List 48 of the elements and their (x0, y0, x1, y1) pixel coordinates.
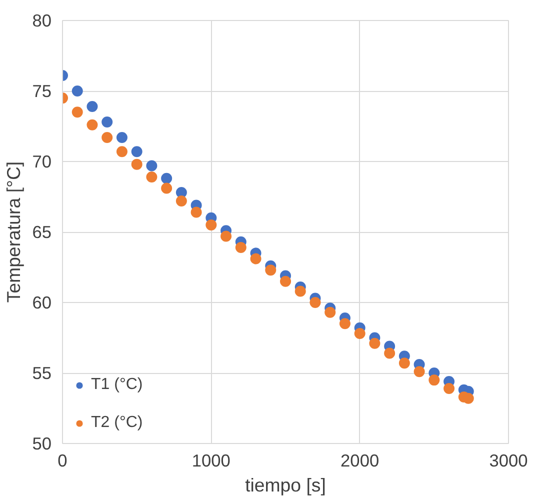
point (294, 286, 306, 297)
point (72, 86, 83, 96)
point (131, 158, 142, 170)
point (131, 146, 142, 158)
point (398, 358, 410, 369)
point (176, 195, 187, 206)
y-tick-label: 65 (32, 222, 52, 242)
point (206, 219, 217, 230)
x-tick-label: 3000 (489, 450, 528, 470)
y-tick-label: 55 (32, 363, 52, 383)
point (102, 132, 113, 144)
x-tick-label: 1000 (192, 450, 230, 470)
point (384, 348, 396, 359)
point (146, 160, 158, 172)
point (161, 182, 172, 194)
point (265, 264, 276, 276)
point (369, 338, 380, 349)
point (72, 106, 83, 118)
point (235, 242, 246, 253)
y-tick-label: 80 (32, 10, 52, 30)
point (146, 172, 158, 182)
y-axis-title: Temperatura [°C] (3, 161, 24, 303)
x-tick-label: 0 (58, 450, 68, 470)
point (414, 366, 425, 378)
legend-label: T1 (°C) (91, 376, 143, 394)
point (324, 306, 336, 318)
point (444, 383, 455, 394)
y-tick-label: 60 (32, 292, 52, 312)
x-tick-label: 2000 (340, 450, 380, 470)
point (86, 119, 98, 130)
point (190, 206, 202, 218)
point (116, 146, 128, 158)
y-tick-label: 70 (32, 152, 52, 172)
x-axis-title: tiempo [s] (245, 474, 326, 496)
point (280, 276, 291, 287)
point (310, 297, 321, 308)
y-tick-label: 75 (32, 81, 52, 101)
point (86, 101, 98, 112)
point (161, 172, 172, 184)
point (354, 328, 366, 340)
point (116, 132, 128, 144)
point (428, 374, 440, 386)
point (339, 318, 350, 330)
y-tick-label: 50 (32, 434, 52, 454)
point (250, 253, 262, 264)
point (220, 230, 232, 242)
point (102, 116, 113, 128)
legend-label: T2 (°C) (91, 414, 143, 432)
